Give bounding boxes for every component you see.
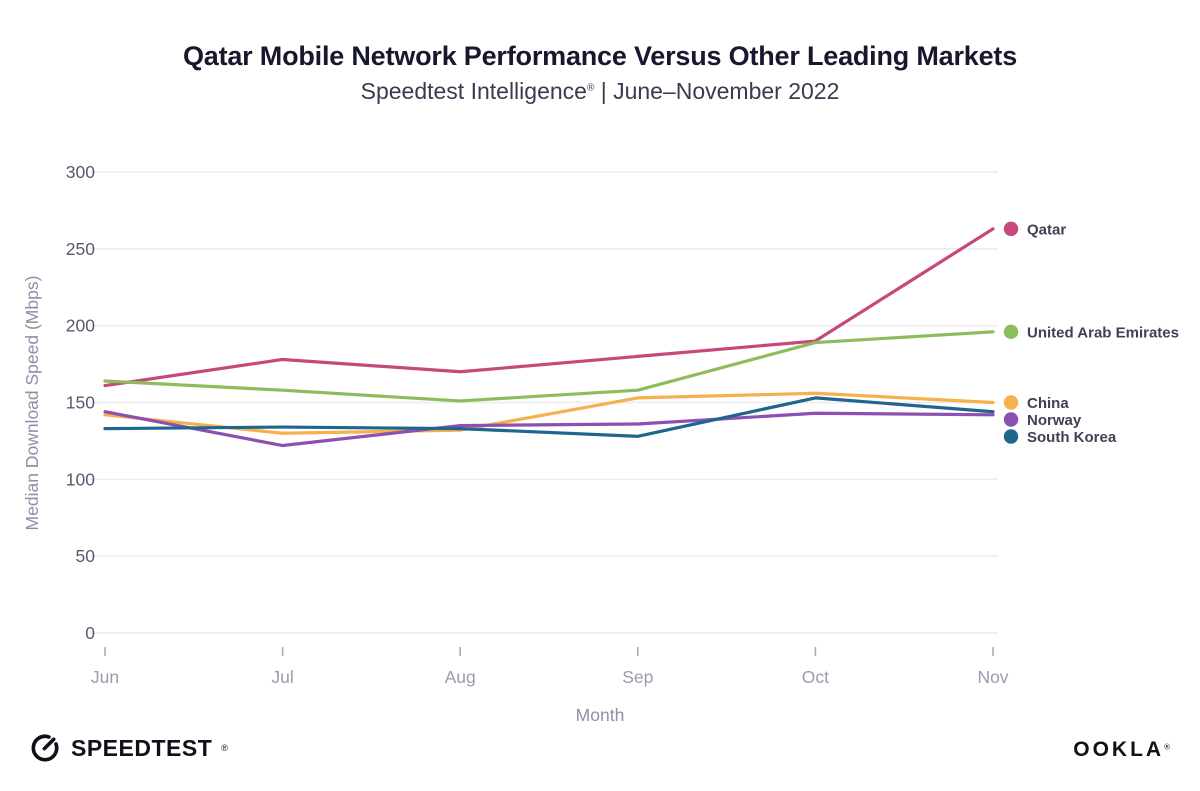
subtitle-brand: Speedtest Intelligence — [360, 78, 587, 104]
speedtest-gauge-icon — [31, 734, 59, 762]
x-tick-label: Jun — [91, 667, 119, 687]
y-axis-title: Median Download Speed (Mbps) — [22, 276, 42, 531]
registered-trademark-icon: ® — [586, 82, 595, 94]
legend-label: South Korea — [1027, 429, 1117, 446]
series-line-united-arab-emirates — [103, 330, 995, 403]
y-tick-label: 150 — [66, 393, 95, 413]
series-line-norway — [103, 410, 995, 448]
speedtest-wordmark: SPEEDTEST — [71, 734, 213, 761]
speedtest-logo: SPEEDTEST ® — [28, 731, 228, 765]
legend-label: Qatar — [1027, 221, 1066, 238]
x-tick-label: Sep — [622, 667, 653, 687]
y-tick-label: 0 — [85, 623, 95, 643]
x-tick-label: Nov — [977, 667, 1008, 687]
x-tick-label: Oct — [802, 667, 829, 687]
x-tick-label: Jul — [271, 667, 293, 687]
x-axis-title: Month — [576, 705, 625, 725]
chart-title: Qatar Mobile Network Performance Versus … — [182, 41, 1018, 71]
legend-dot-south-korea — [1003, 429, 1019, 444]
ookla-logo: OOKLA® — [1073, 738, 1170, 762]
y-tick-label: 100 — [66, 469, 95, 489]
y-tick-label: 250 — [66, 239, 95, 259]
y-tick-label: 300 — [66, 162, 95, 182]
legend-label: United Arab Emirates — [1027, 324, 1179, 341]
legend-label: China — [1027, 395, 1069, 412]
y-tick-label: 200 — [66, 316, 95, 336]
y-tick-label: 50 — [76, 546, 96, 566]
subtitle-period: | June–November 2022 — [594, 78, 840, 104]
ookla-registered-icon: ® — [1164, 742, 1170, 752]
legend-label: Norway — [1027, 412, 1082, 429]
legend-dot-china — [1003, 395, 1019, 410]
legend-dot-united-arab-emirates — [1003, 324, 1019, 340]
series-line-china — [103, 391, 995, 435]
series-line-qatar — [103, 227, 995, 388]
chart-subtitle: Speedtest Intelligence® | June–November … — [0, 78, 1200, 105]
ookla-wordmark: OOKLA — [1073, 738, 1165, 761]
series-line-south-korea — [103, 396, 995, 438]
x-tick-label: Aug — [445, 667, 476, 687]
legend-dot-qatar — [1003, 221, 1019, 237]
legend-dot-norway — [1003, 412, 1019, 427]
